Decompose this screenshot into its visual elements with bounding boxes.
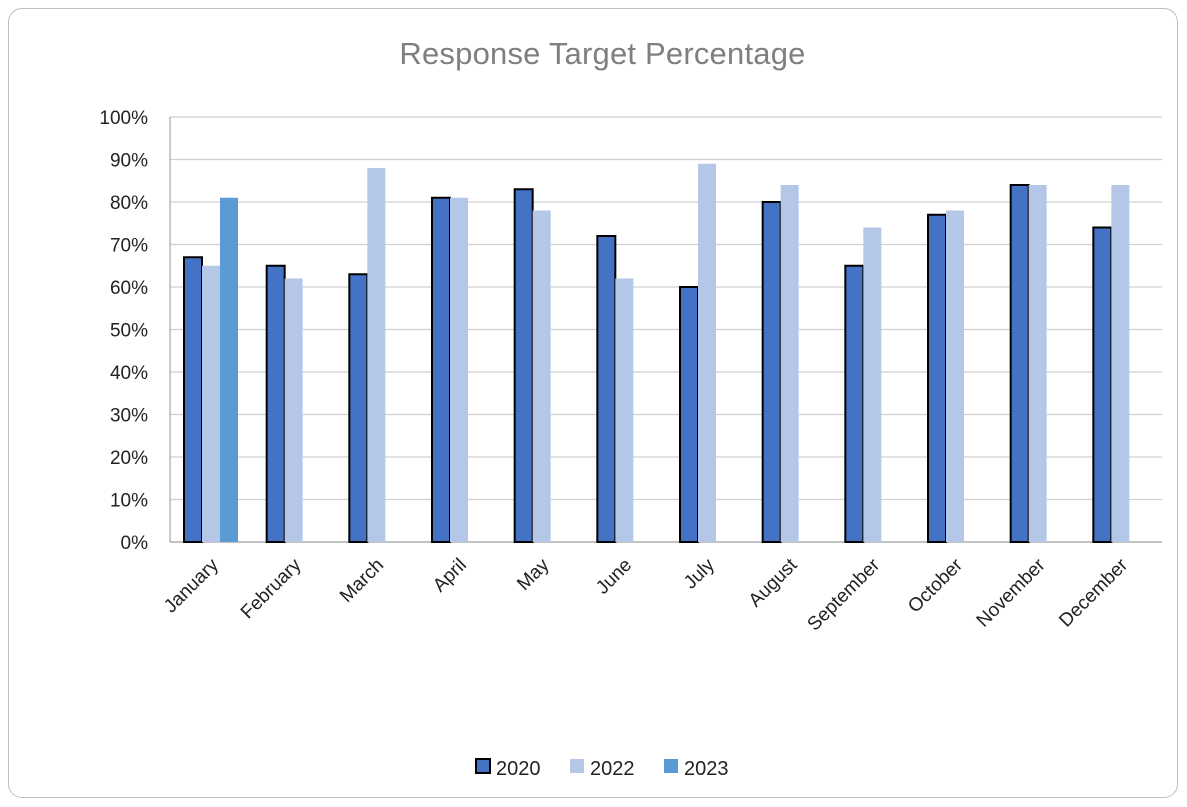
bar-2022-august bbox=[780, 185, 799, 542]
bar-2020-april bbox=[431, 196, 451, 543]
bar-2022-april bbox=[450, 197, 468, 542]
y-tick-label: 80% bbox=[110, 193, 148, 214]
bar-2020-july bbox=[679, 286, 699, 543]
x-category-label: April bbox=[429, 555, 471, 597]
bar-2022-december bbox=[1111, 185, 1130, 542]
bar-2022-july bbox=[698, 163, 716, 542]
bar-2022-september bbox=[863, 227, 882, 542]
bar-2022-february bbox=[284, 278, 303, 542]
bar-2022-march bbox=[367, 168, 386, 542]
legend-label: 2023 bbox=[684, 758, 729, 780]
y-tick-label: 20% bbox=[110, 448, 148, 469]
bar-2020-november bbox=[1009, 184, 1030, 543]
bar-2020-september bbox=[844, 264, 865, 543]
bar-2020-january bbox=[183, 256, 203, 543]
bar-2022-june bbox=[615, 278, 634, 542]
bar-2022-october bbox=[946, 210, 964, 542]
x-category-label: May bbox=[513, 554, 554, 595]
x-category-label: December bbox=[1055, 554, 1132, 631]
legend-swatch bbox=[570, 759, 584, 773]
x-axis-category-labels: January February March April May June July Augu… bbox=[160, 554, 1132, 635]
y-axis-tick-labels: 0% 10% 20% 30% 40% 50% 60% 70% 80% 90% 100% bbox=[99, 108, 148, 554]
gridlines bbox=[169, 116, 1162, 543]
y-tick-label: 60% bbox=[110, 278, 148, 299]
bar-2020-october bbox=[927, 213, 947, 543]
x-category-label: January bbox=[160, 554, 223, 617]
legend: 2020 2022 2023 bbox=[475, 758, 729, 780]
bar-2022-may bbox=[532, 210, 551, 542]
y-tick-label: 90% bbox=[110, 151, 148, 172]
bar-2020-march bbox=[348, 273, 369, 543]
x-category-label: July bbox=[680, 554, 719, 593]
x-category-label: September bbox=[804, 554, 885, 635]
chart-title: Response Target Percentage bbox=[399, 36, 806, 71]
y-tick-label: 30% bbox=[110, 406, 148, 427]
bars bbox=[183, 163, 1130, 543]
x-category-label: March bbox=[336, 555, 388, 607]
y-tick-label: 100% bbox=[99, 108, 148, 129]
legend-label: 2020 bbox=[496, 758, 541, 780]
bar-2020-december bbox=[1092, 226, 1113, 543]
x-category-label: February bbox=[237, 554, 306, 623]
x-category-label: November bbox=[973, 554, 1050, 631]
bar-2020-august bbox=[761, 201, 782, 543]
bar-2020-june bbox=[596, 235, 617, 543]
legend-swatch bbox=[475, 758, 491, 774]
y-tick-label: 10% bbox=[110, 491, 148, 512]
y-tick-label: 50% bbox=[110, 321, 148, 342]
x-category-label: June bbox=[592, 555, 636, 599]
bar-2020-february bbox=[265, 264, 286, 543]
legend-label: 2022 bbox=[590, 758, 635, 780]
y-tick-label: 0% bbox=[121, 533, 149, 554]
bar-2023-january bbox=[220, 197, 238, 542]
y-tick-label: 70% bbox=[110, 236, 148, 257]
y-tick-label: 40% bbox=[110, 363, 148, 384]
legend-swatch bbox=[664, 759, 678, 773]
x-category-label: October bbox=[904, 554, 967, 617]
bar-2022-january bbox=[202, 265, 220, 542]
bar-2022-november bbox=[1028, 185, 1047, 542]
x-category-label: August bbox=[745, 554, 802, 611]
bar-2020-may bbox=[513, 188, 534, 543]
